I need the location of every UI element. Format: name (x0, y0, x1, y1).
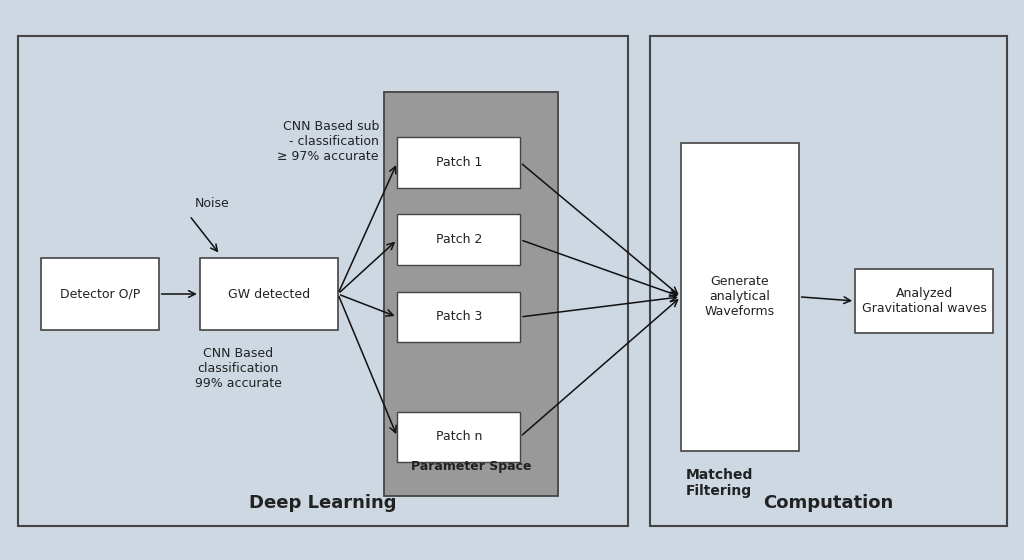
FancyBboxPatch shape (200, 258, 338, 330)
FancyBboxPatch shape (41, 258, 159, 330)
FancyBboxPatch shape (397, 214, 520, 265)
Text: GW detected: GW detected (227, 287, 310, 301)
Text: Patch n: Patch n (435, 430, 482, 444)
Text: Computation: Computation (763, 494, 894, 512)
FancyBboxPatch shape (681, 143, 799, 451)
Text: CNN Based sub
- classification
≥ 97% accurate: CNN Based sub - classification ≥ 97% acc… (278, 120, 379, 164)
FancyBboxPatch shape (18, 36, 628, 526)
Text: Analyzed
Gravitational waves: Analyzed Gravitational waves (862, 287, 986, 315)
Text: Parameter Space: Parameter Space (411, 460, 531, 473)
Text: Generate
analytical
Waveforms: Generate analytical Waveforms (705, 276, 775, 318)
Text: Matched
Filtering: Matched Filtering (686, 468, 754, 498)
Text: Detector O/P: Detector O/P (59, 287, 140, 301)
FancyBboxPatch shape (855, 269, 993, 333)
Text: CNN Based
classification
99% accurate: CNN Based classification 99% accurate (195, 347, 282, 390)
FancyBboxPatch shape (650, 36, 1007, 526)
Text: Patch 3: Patch 3 (435, 310, 482, 324)
Text: Patch 1: Patch 1 (435, 156, 482, 169)
Text: Patch 2: Patch 2 (435, 233, 482, 246)
FancyBboxPatch shape (397, 412, 520, 462)
Text: Noise: Noise (195, 197, 229, 210)
Text: Deep Learning: Deep Learning (249, 494, 397, 512)
FancyBboxPatch shape (397, 137, 520, 188)
FancyBboxPatch shape (397, 292, 520, 342)
FancyBboxPatch shape (384, 92, 558, 496)
